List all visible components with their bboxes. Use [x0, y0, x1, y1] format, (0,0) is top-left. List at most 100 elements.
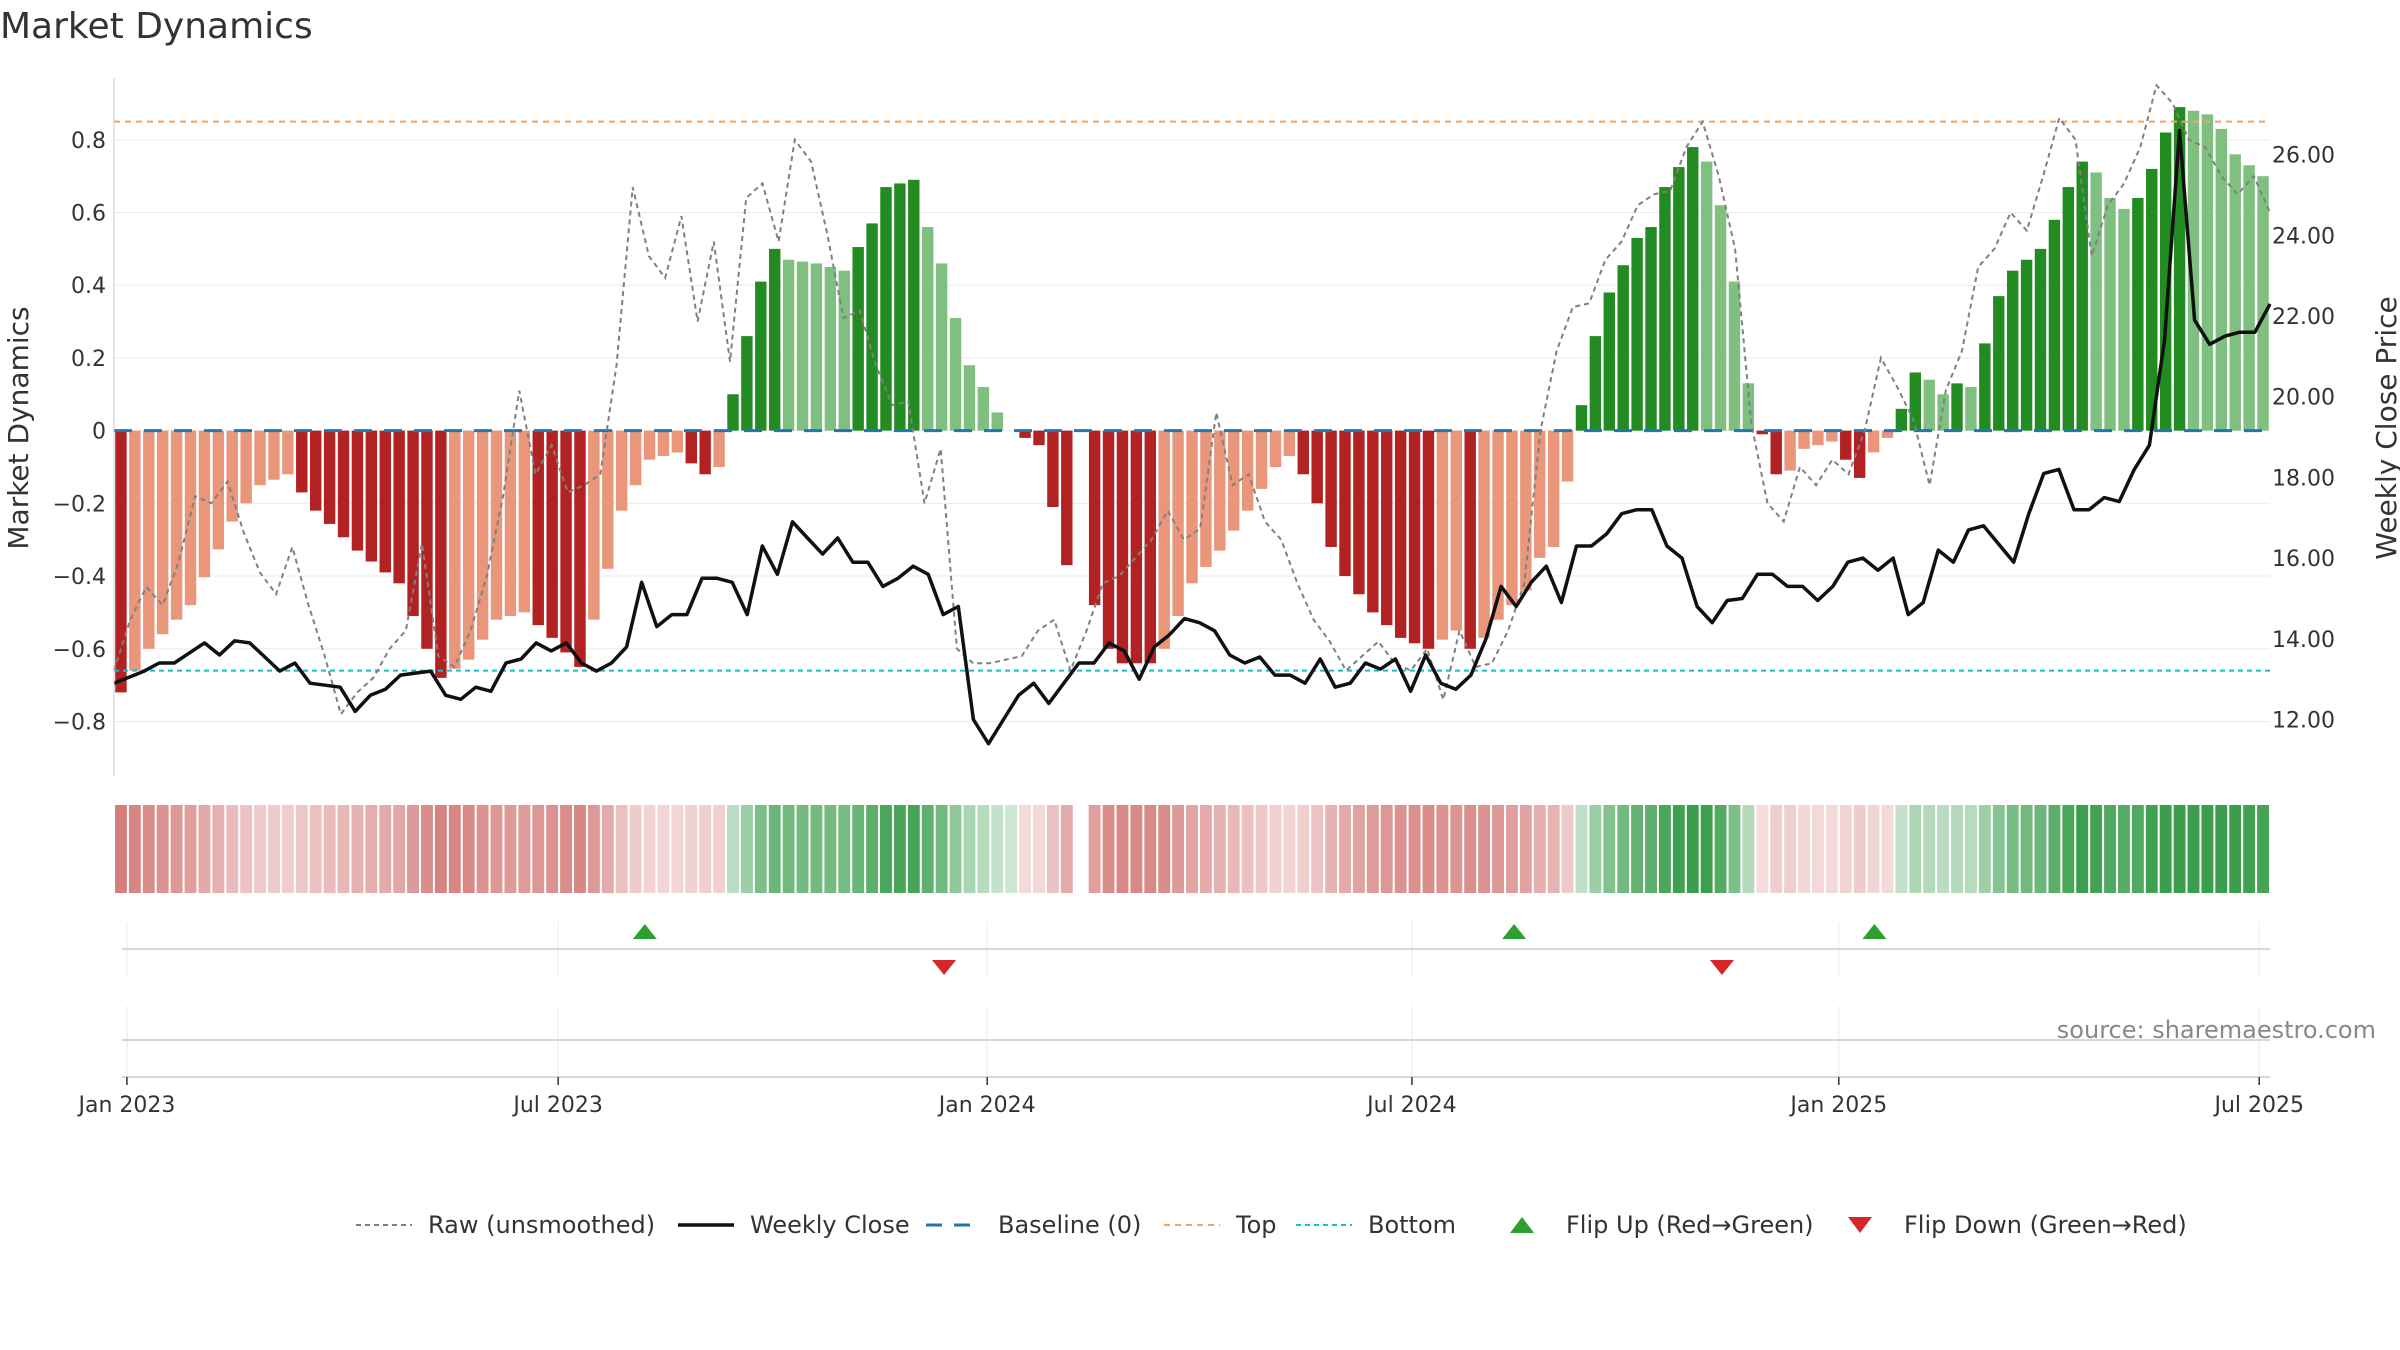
regime-strip-cell	[977, 805, 990, 893]
regime-strip-cell	[1060, 805, 1073, 893]
regime-strip-cell	[254, 805, 267, 893]
histogram-bar	[546, 430, 558, 638]
regime-strip-cell	[2257, 805, 2269, 893]
histogram-bar	[1937, 394, 1949, 431]
regime-strip-cell	[309, 805, 322, 893]
histogram-bar	[935, 263, 948, 431]
legend-item: Top	[1164, 1211, 1277, 1239]
y2-axis-label: Weekly Close Price	[2370, 296, 2400, 559]
regime-strip-cell	[1951, 805, 1963, 893]
histogram-bar	[1534, 430, 1546, 558]
histogram-bar	[755, 281, 767, 431]
regime-strip-cell	[1005, 805, 1018, 893]
histogram-bar	[1714, 205, 1727, 431]
y2-tick-label: 24.00	[2272, 224, 2335, 249]
histogram-bar	[1061, 430, 1073, 566]
histogram-bar	[908, 179, 920, 431]
histogram-bar	[1631, 237, 1643, 431]
histogram-bar	[713, 430, 725, 467]
histogram-bar	[1617, 265, 1629, 431]
regime-strip-cell	[727, 805, 739, 893]
histogram-bar	[1979, 343, 1991, 431]
legend-item: Flip Up (Red→Green)	[1510, 1211, 1814, 1239]
histogram-bar	[2159, 132, 2172, 431]
histogram-bar	[1228, 430, 1240, 531]
regime-strip-cell	[1937, 805, 1950, 893]
regime-strip-cell	[393, 805, 406, 893]
legend-label: Weekly Close	[750, 1211, 910, 1239]
histogram-bar	[1269, 430, 1282, 467]
histogram-bar	[1784, 430, 1796, 471]
regime-strip-cell	[1909, 805, 1922, 893]
regime-strip-cell	[407, 805, 420, 893]
histogram-bar	[1283, 430, 1296, 457]
histogram-bar	[1561, 430, 1574, 482]
regime-strip-cell	[115, 805, 127, 893]
regime-strip-cell	[1172, 805, 1185, 893]
regime-strip-cell	[532, 805, 545, 893]
regime-strip-cell	[574, 805, 586, 893]
legend-item: Bottom	[1296, 1211, 1456, 1239]
histogram-bar	[421, 430, 433, 649]
histogram-bar	[685, 430, 697, 464]
histogram-bar	[1422, 430, 1435, 649]
histogram-bar	[323, 430, 336, 524]
regime-strip-cell	[1533, 805, 1546, 893]
histogram-bar	[337, 430, 350, 538]
histogram-bar	[156, 430, 169, 635]
y-tick-label: 0.8	[71, 129, 106, 154]
histogram-bar	[1492, 430, 1504, 620]
histogram-bar	[1673, 167, 1685, 431]
regime-strip-cell	[1436, 805, 1449, 893]
regime-strip-cell	[685, 805, 698, 893]
histogram-bar	[1659, 187, 1671, 431]
regime-strip-cell	[1394, 805, 1407, 893]
regime-strip-cell	[1366, 805, 1379, 893]
regime-strip-cell	[1839, 805, 1852, 893]
regime-strip-cell	[1380, 805, 1393, 893]
regime-strip-cell	[268, 805, 280, 893]
histogram-bar	[1186, 430, 1198, 584]
regime-strip-cell	[1046, 805, 1059, 893]
flip-up-marker	[1502, 924, 1527, 939]
regime-strip-cell	[365, 805, 378, 893]
histogram-bar	[1367, 430, 1379, 613]
x-tick-label: Jan 2024	[937, 1093, 1036, 1118]
regime-strip-cell	[2131, 805, 2144, 893]
regime-strip-cell	[1700, 805, 1713, 893]
histogram-bar	[1895, 408, 1908, 431]
legend-swatch-flip-down	[1848, 1217, 1872, 1233]
regime-strip-cell	[1825, 805, 1838, 893]
regime-strip-cell	[1144, 805, 1157, 893]
histogram-bar	[198, 430, 211, 578]
legend-item: Flip Down (Green→Red)	[1848, 1211, 2187, 1239]
regime-strip-cell	[1811, 805, 1824, 893]
histogram-bar	[824, 267, 837, 431]
regime-strip-cell	[1784, 805, 1797, 893]
histogram-bar	[2076, 161, 2088, 431]
regime-strip-cell	[629, 805, 642, 893]
regime-strip-cell	[198, 805, 211, 893]
regime-strip-cell	[1603, 805, 1616, 893]
histogram-bar	[588, 430, 600, 620]
histogram-bar	[2132, 197, 2144, 431]
regime-strip-cell	[1645, 805, 1657, 893]
regime-strip-cell	[1297, 805, 1310, 893]
histogram-bar	[129, 430, 141, 671]
regime-strip-cell	[1311, 805, 1324, 893]
histogram-bar	[922, 227, 934, 431]
regime-strip-cell	[1325, 805, 1338, 893]
legend-label: Raw (unsmoothed)	[428, 1211, 655, 1239]
regime-strip-cell	[1853, 805, 1866, 893]
histogram-bar	[1728, 281, 1741, 431]
x-tick-label: Jul 2025	[2212, 1093, 2304, 1118]
regime-strip-cell	[852, 805, 865, 893]
x-tick-label: Jan 2023	[76, 1093, 175, 1118]
regime-strip-cell	[1617, 805, 1630, 893]
regime-strip-cell	[1686, 805, 1699, 893]
regime-strip-cell	[2187, 805, 2200, 893]
flip-down-marker	[932, 960, 957, 975]
regime-strip-cell	[1561, 805, 1574, 893]
regime-strip-cell	[1352, 805, 1365, 893]
histogram-bar	[1172, 430, 1184, 617]
